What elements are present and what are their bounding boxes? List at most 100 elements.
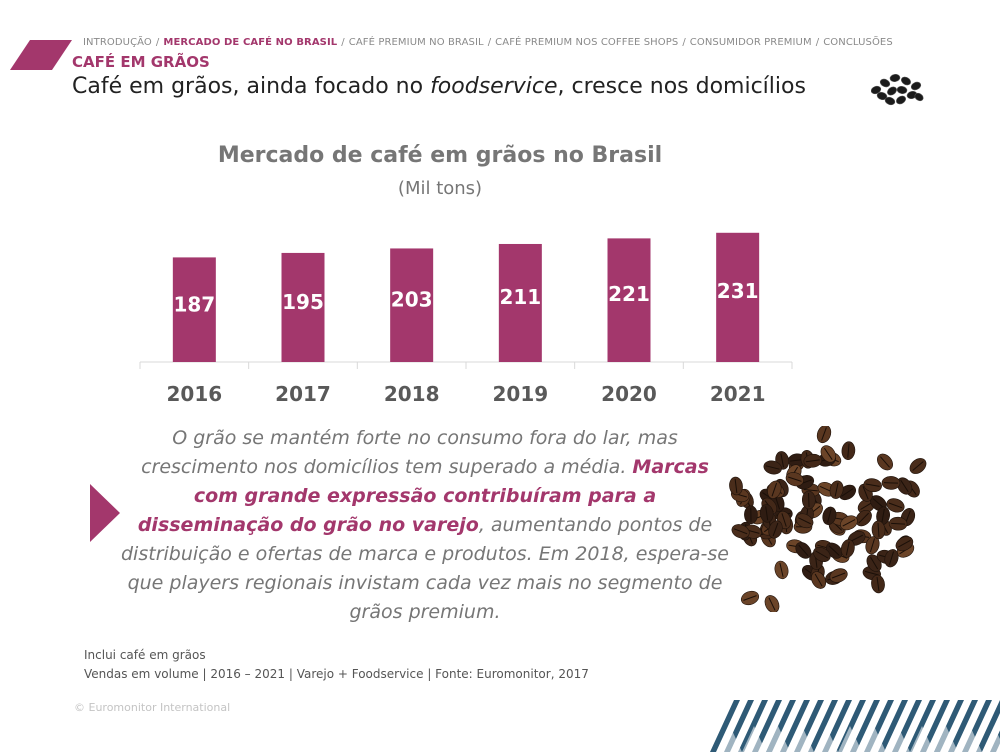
pattern-triangle [766, 726, 790, 752]
chart-bar [716, 232, 760, 362]
body-intro: O grão se mantém forte no consumo fora d… [141, 427, 678, 478]
breadcrumb-separator: / [487, 37, 492, 48]
coffee-bean [731, 524, 750, 539]
accent-tab [10, 40, 72, 70]
breadcrumb-item[interactable]: INTRODUÇÃO [83, 37, 152, 48]
chart-bar [172, 257, 216, 362]
chart-bar [498, 243, 542, 362]
coffee-beans-pile [729, 426, 927, 612]
coffee-bean [813, 546, 831, 563]
footnote: Inclui café em grãos Vendas em volume | … [84, 646, 589, 684]
pattern-stripe [948, 700, 978, 752]
pattern-triangle [934, 726, 958, 752]
breadcrumb-separator: / [682, 37, 686, 48]
x-tick-label: 2019 [492, 382, 548, 406]
coffee-bean [811, 571, 827, 589]
bar-value-label: 211 [499, 285, 541, 309]
coffee-bean [785, 472, 804, 487]
coffee-bean [740, 590, 760, 606]
pattern-stripe [710, 700, 740, 752]
coffee-bean [896, 477, 913, 495]
pattern-triangle [982, 726, 1000, 752]
coffee-beans-icon [870, 74, 924, 106]
coffee-bean [863, 478, 882, 493]
coffee-bean [820, 445, 836, 463]
coffee-bean [803, 453, 823, 468]
pattern-triangle [814, 726, 838, 752]
coffee-bean [816, 426, 832, 444]
x-tick-label: 2018 [384, 382, 440, 406]
coffee-bean [855, 509, 872, 527]
breadcrumb-separator: / [341, 37, 345, 48]
pattern-triangle [910, 726, 934, 752]
pattern-triangle [718, 726, 742, 752]
body-text: O grão se mantém forte no consumo fora d… [120, 424, 730, 627]
coffee-bean [822, 506, 837, 525]
footnote-line-2: Vendas em volume | 2016 – 2021 | Varejo … [84, 667, 589, 681]
chart-bar [281, 252, 325, 362]
x-tick-label: 2020 [601, 382, 657, 406]
coffee-bean [909, 458, 927, 474]
bar-value-label: 187 [173, 292, 215, 316]
pattern-triangle [958, 726, 982, 752]
coffee-bean [877, 453, 893, 471]
coffee-bean [829, 568, 848, 583]
bar-value-label: 231 [717, 279, 759, 303]
breadcrumb-item[interactable]: CAFÉ PREMIUM NOS COFFEE SHOPS [495, 37, 679, 48]
coffee-bean [795, 542, 812, 559]
pattern-stripe [738, 700, 768, 752]
coffee-bean [871, 574, 885, 594]
bar-value-label: 221 [608, 282, 650, 306]
coffee-bean [829, 480, 844, 499]
coffee-bean [759, 504, 774, 523]
breadcrumb: INTRODUÇÃO / MERCADO DE CAFÉ NO BRASIL / CAF… [83, 37, 893, 48]
pattern-stripe [836, 700, 866, 752]
coffee-bean [744, 505, 758, 525]
coffee-bean [886, 498, 905, 513]
chart-title: Mercado de café em grãos no Brasil [217, 143, 663, 168]
breadcrumb-item[interactable]: CONSUMIDOR PREMIUM [689, 37, 812, 48]
pattern-stripe [878, 700, 908, 752]
coffee-bean [884, 549, 899, 568]
page-title-emphasis: foodservice [430, 74, 558, 99]
chart-subtitle: (Mil tons) [397, 178, 483, 199]
breadcrumb-separator: / [155, 37, 160, 48]
decorative-pattern [710, 700, 1000, 752]
coffee-bean [774, 560, 789, 580]
pattern-stripe [808, 700, 838, 752]
x-tick-label: 2021 [710, 382, 766, 406]
coffee-bean [768, 520, 783, 539]
coffee-bean [801, 490, 816, 510]
x-tick-label: 2017 [275, 382, 331, 406]
pattern-stripe [850, 700, 880, 752]
pattern-triangle [886, 726, 910, 752]
bar-chart: 187 2016 195 2017 203 2018 211 2019 221 2020 231 20… [139, 232, 793, 406]
pattern-stripe [976, 700, 1000, 752]
coffee-bean [764, 595, 780, 612]
coffee-bean [767, 480, 782, 499]
chart-bar [390, 248, 434, 362]
coffee-bean [871, 520, 886, 540]
triangle-arrow-icon [90, 484, 120, 542]
coffee-bean [840, 539, 855, 558]
copyright: © Euromonitor International [74, 701, 231, 714]
page-title-text: Café em grãos, ainda focado no [72, 74, 431, 99]
bar-value-label: 195 [282, 290, 324, 314]
coffee-bean [881, 476, 901, 490]
coffee-bean [763, 460, 782, 475]
coffee-bean [795, 513, 814, 529]
section-label: CAFÉ EM GRÃOS [72, 53, 210, 71]
footnote-line-1: Inclui café em grãos [84, 648, 206, 662]
coffee-bean [865, 536, 880, 555]
breadcrumb-item[interactable]: MERCADO DE CAFÉ NO BRASIL [163, 37, 338, 48]
x-tick-label: 2016 [166, 382, 222, 406]
breadcrumb-item[interactable]: CONCLUSÕES [823, 37, 893, 48]
chart-bar [607, 238, 651, 362]
bar-value-label: 203 [391, 288, 433, 312]
breadcrumb-separator: / [815, 37, 820, 48]
coffee-bean [888, 516, 908, 531]
breadcrumb-item[interactable]: CAFÉ PREMIUM NO BRASIL [348, 37, 484, 48]
coffee-bean [729, 476, 743, 496]
pattern-triangle [790, 726, 814, 752]
page-title: Café em grãos, ainda focado no foodservi… [72, 74, 806, 99]
